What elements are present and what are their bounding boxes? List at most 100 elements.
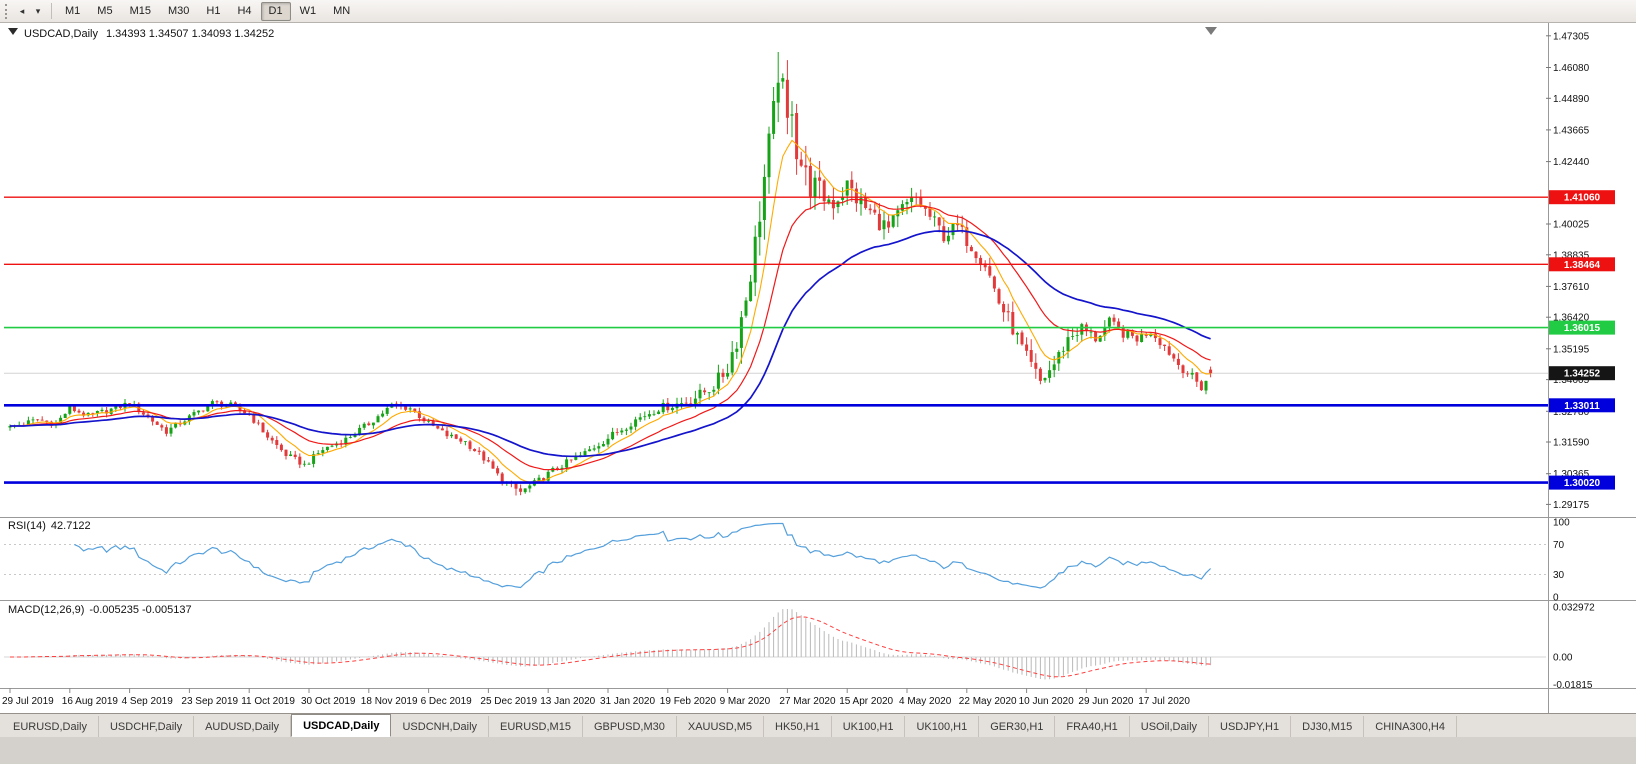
- rsi-line: [74, 522, 1212, 589]
- svg-text:1.46080: 1.46080: [1553, 63, 1590, 74]
- tab-usdchf-daily[interactable]: USDCHF,Daily: [99, 716, 195, 737]
- timeframe-button-h4[interactable]: H4: [237, 5, 252, 17]
- tab-uk100-h1[interactable]: UK100,H1: [832, 716, 906, 737]
- toolbar-separator: [51, 3, 52, 19]
- tab-fra40-h1[interactable]: FRA40,H1: [1055, 716, 1130, 737]
- tab-usoil-daily[interactable]: USOil,Daily: [1130, 716, 1210, 737]
- svg-text:18 Nov 2019: 18 Nov 2019: [361, 696, 418, 707]
- tab-eurusd-daily[interactable]: EURUSD,Daily: [2, 716, 99, 737]
- chart-shift-icon[interactable]: [1205, 27, 1217, 35]
- svg-text:0: 0: [1553, 593, 1559, 604]
- svg-text:4 May 2020: 4 May 2020: [899, 696, 952, 707]
- price-badge-1.30020-label: 1.30020: [1564, 478, 1601, 489]
- macd-label: MACD(12,26,9) -0.005235 -0.005137: [8, 604, 192, 616]
- svg-text:17 Jul 2020: 17 Jul 2020: [1138, 696, 1190, 707]
- current-price-badge-label: 1.34252: [1564, 369, 1601, 380]
- horizontal-levels[interactable]: [4, 196, 1548, 484]
- svg-text:1.31590: 1.31590: [1553, 438, 1590, 449]
- svg-text:10 Jun 2020: 10 Jun 2020: [1019, 696, 1074, 707]
- price-badge-1.38464: [1549, 257, 1615, 272]
- svg-text:1.38835: 1.38835: [1553, 250, 1590, 261]
- timeframe-button-m15[interactable]: M15: [129, 5, 151, 17]
- timeframe-button-m30[interactable]: M30: [167, 5, 190, 17]
- svg-text:0.00: 0.00: [1553, 653, 1573, 664]
- toolbar-dropdown-icon[interactable]: ▾: [35, 5, 41, 16]
- svg-text:1.29175: 1.29175: [1553, 500, 1590, 511]
- price-badge-1.36015: [1549, 320, 1615, 335]
- svg-text:1.34005: 1.34005: [1553, 375, 1590, 386]
- current-price-badge: [1549, 366, 1615, 381]
- ma-line-8: [10, 139, 1211, 483]
- svg-text:16 Aug 2019: 16 Aug 2019: [62, 696, 119, 707]
- tab-usdcnh-daily[interactable]: USDCNH,Daily: [391, 716, 490, 737]
- chart-title: USDCAD,Daily 1.34393 1.34507 1.34093 1.34…: [24, 28, 274, 40]
- ma-line-45: [10, 229, 1211, 458]
- moving-averages: [10, 139, 1211, 483]
- rsi-pane: [4, 522, 1546, 589]
- timeframe-button-mn[interactable]: MN: [333, 5, 351, 17]
- chart-window: 1.47305 1.46080 1.44890 1.43665 1.42440 1.400…: [0, 23, 1636, 713]
- macd-histogram: [23, 609, 1212, 680]
- price-badge-1.41060: [1549, 190, 1615, 205]
- tab-china300-h4[interactable]: CHINA300,H4: [1364, 716, 1457, 737]
- toolbar-grip[interactable]: [5, 3, 9, 19]
- top-toolbar: ◂ ▾ M1 M5 M15 M30 H1 H4 D1 W1 MN: [0, 0, 1636, 23]
- price-badge-1.33011: [1549, 398, 1615, 413]
- tab-audusd-daily[interactable]: AUDUSD,Daily: [194, 716, 292, 737]
- svg-text:9 Mar 2020: 9 Mar 2020: [720, 696, 771, 707]
- timeframe-button-m5[interactable]: M5: [97, 5, 113, 17]
- svg-text:4 Sep 2019: 4 Sep 2019: [122, 696, 174, 707]
- tab-eurusd-m15[interactable]: EURUSD,M15: [489, 716, 583, 737]
- svg-text:15 Apr 2020: 15 Apr 2020: [839, 696, 893, 707]
- svg-text:30: 30: [1553, 570, 1565, 581]
- tab-usdcad-daily[interactable]: USDCAD,Daily: [291, 714, 392, 737]
- svg-text:1.40025: 1.40025: [1553, 220, 1590, 231]
- status-area: [0, 737, 1636, 764]
- macd-pane: [4, 609, 1546, 680]
- svg-text:30 Oct 2019: 30 Oct 2019: [301, 696, 356, 707]
- timeframe-button-d1[interactable]: D1: [260, 1, 291, 21]
- timeframe-button-w1[interactable]: W1: [299, 5, 317, 17]
- tab-usdjpy-h1[interactable]: USDJPY,H1: [1209, 716, 1292, 737]
- tab-ger30-h1[interactable]: GER30,H1: [979, 716, 1056, 737]
- plot-layers: 1.47305 1.46080 1.44890 1.43665 1.42440 1.400…: [0, 23, 1636, 713]
- svg-text:70: 70: [1553, 540, 1565, 551]
- chart-scroll-left-icon[interactable]: ◂: [19, 5, 25, 16]
- svg-text:0.032972: 0.032972: [1553, 602, 1595, 613]
- svg-text:1.44890: 1.44890: [1553, 94, 1590, 105]
- svg-text:22 May 2020: 22 May 2020: [959, 696, 1017, 707]
- price-badge-1.41060-label: 1.41060: [1564, 193, 1601, 204]
- ma-line-20: [10, 198, 1211, 471]
- tab-hk50-h1[interactable]: HK50,H1: [764, 716, 832, 737]
- svg-text:29 Jul 2019: 29 Jul 2019: [2, 696, 54, 707]
- svg-text:1.30365: 1.30365: [1553, 469, 1590, 480]
- tab-uk100-h1[interactable]: UK100,H1: [905, 716, 980, 737]
- svg-text:11 Oct 2019: 11 Oct 2019: [241, 696, 295, 707]
- price-badge-1.38464-label: 1.38464: [1564, 260, 1601, 271]
- svg-text:1.42440: 1.42440: [1553, 157, 1590, 168]
- chart-area[interactable]: 1.47305 1.46080 1.44890 1.43665 1.42440 1.400…: [0, 23, 1636, 713]
- svg-text:13 Jan 2020: 13 Jan 2020: [540, 696, 595, 707]
- svg-text:1.35195: 1.35195: [1553, 344, 1590, 355]
- macd-signal-line: [10, 616, 1211, 678]
- timeframe-button-h1[interactable]: H1: [206, 5, 221, 17]
- svg-text:6 Dec 2019: 6 Dec 2019: [421, 696, 473, 707]
- timeframe-button-m1[interactable]: M1: [65, 5, 81, 17]
- candles: [8, 52, 1213, 496]
- svg-text:1.36420: 1.36420: [1553, 313, 1590, 324]
- date-axis[interactable]: 29 Jul 2019 16 Aug 2019 4 Sep 2019 23 Sep 2…: [2, 688, 1190, 707]
- svg-text:-0.01815: -0.01815: [1553, 680, 1593, 691]
- chart-tab-bar: EURUSD,Daily USDCHF,Daily AUDUSD,Daily USDC…: [0, 713, 1636, 737]
- price-badge-1.30020: [1549, 475, 1615, 490]
- svg-text:1.43665: 1.43665: [1553, 125, 1590, 136]
- svg-text:100: 100: [1553, 518, 1570, 529]
- price-axis[interactable]: 1.47305 1.46080 1.44890 1.43665 1.42440 1.400…: [1546, 31, 1615, 691]
- tab-gbpusd-m30[interactable]: GBPUSD,M30: [583, 716, 677, 737]
- svg-text:23 Sep 2019: 23 Sep 2019: [181, 696, 238, 707]
- tab-xauusd-m5[interactable]: XAUUSD,M5: [677, 716, 765, 737]
- price-badge-1.36015-label: 1.36015: [1564, 323, 1601, 334]
- svg-text:29 Jun 2020: 29 Jun 2020: [1078, 696, 1133, 707]
- one-click-trading-icon[interactable]: [8, 28, 18, 35]
- svg-text:19 Feb 2020: 19 Feb 2020: [660, 696, 717, 707]
- tab-dj30-m15[interactable]: DJ30,M15: [1291, 716, 1365, 737]
